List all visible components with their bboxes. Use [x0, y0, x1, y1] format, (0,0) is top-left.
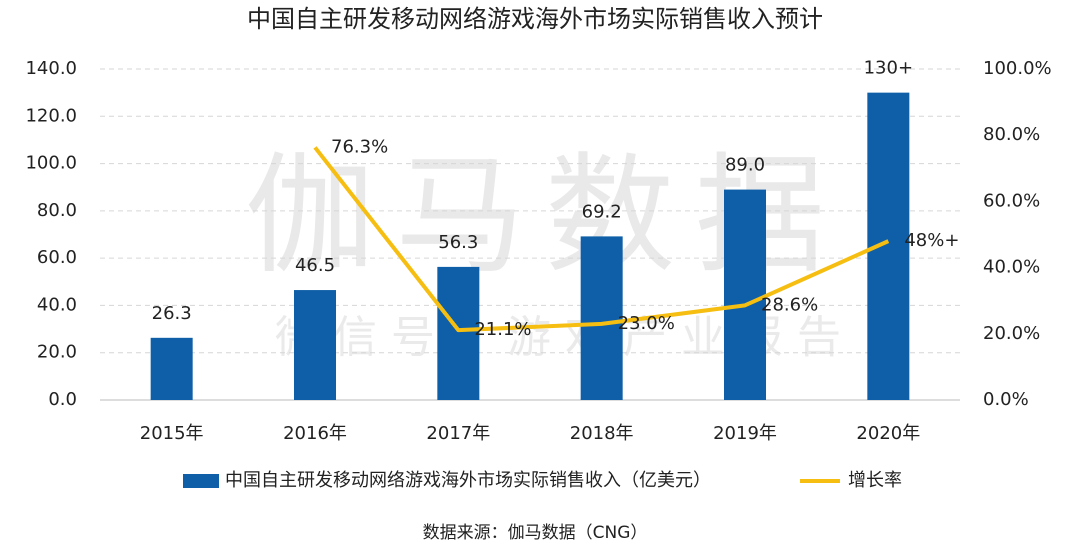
bar-value-label: 69.2 — [582, 201, 622, 222]
x-tick-label: 2018年 — [570, 423, 634, 444]
y2-tick-label: 80.0% — [983, 124, 1040, 145]
y-tick-label: 60.0 — [37, 247, 77, 268]
bar — [724, 189, 766, 400]
x-tick-label: 2020年 — [856, 423, 920, 444]
y-tick-label: 100.0 — [25, 153, 77, 174]
y-tick-label: 0.0 — [48, 389, 77, 410]
line-value-label: 23.0% — [618, 313, 675, 334]
bar-value-label: 46.5 — [295, 255, 335, 276]
y-tick-label: 120.0 — [25, 105, 77, 126]
bar — [437, 266, 480, 400]
x-tick-label: 2017年 — [426, 423, 490, 444]
bar-value-label: 56.3 — [438, 232, 478, 253]
y2-tick-label: 60.0% — [983, 190, 1040, 211]
y-tick-label: 40.0 — [37, 294, 77, 315]
bar-value-label: 130+ — [864, 58, 913, 79]
y2-tick-label: 0.0% — [983, 389, 1029, 410]
chart-title: 中国自主研发移动网络游戏海外市场实际销售收入预计 — [247, 5, 823, 33]
y-tick-label: 80.0 — [37, 200, 77, 221]
y2-tick-label: 40.0% — [983, 257, 1040, 278]
line-value-label: 48%+ — [904, 230, 959, 251]
bar — [150, 337, 193, 400]
y-tick-label: 20.0 — [37, 342, 77, 363]
x-tick-label: 2016年 — [283, 423, 347, 444]
line-value-label: 28.6% — [761, 294, 818, 315]
legend-swatch — [183, 474, 219, 488]
bar-value-label: 26.3 — [152, 303, 192, 324]
y2-tick-label: 100.0% — [983, 58, 1052, 79]
bar — [294, 290, 336, 400]
line-value-label: 21.1% — [474, 319, 531, 340]
bar-value-label: 89.0 — [725, 155, 765, 176]
x-tick-label: 2015年 — [140, 423, 204, 444]
line-value-label: 76.3% — [331, 136, 388, 157]
line — [313, 146, 890, 333]
bar — [580, 236, 623, 400]
y2-tick-label: 20.0% — [983, 323, 1040, 344]
legend-label: 中国自主研发移动网络游戏海外市场实际销售收入（亿美元） — [225, 470, 711, 491]
x-tick-label: 2019年 — [713, 423, 777, 444]
legend-label: 增长率 — [848, 470, 902, 491]
source: 数据来源：伽马数据（CNG） — [423, 523, 648, 543]
watermark: 微信号：游戏产业报告 — [275, 312, 855, 363]
y-tick-label: 140.0 — [25, 58, 77, 79]
